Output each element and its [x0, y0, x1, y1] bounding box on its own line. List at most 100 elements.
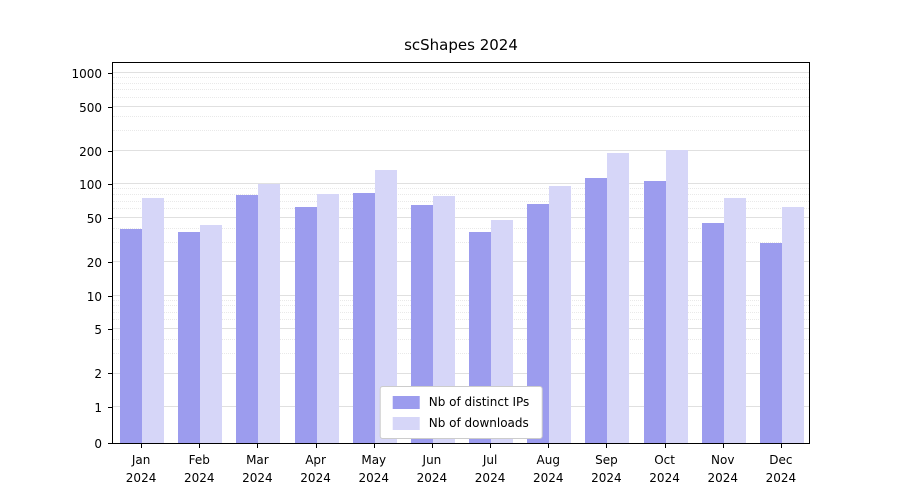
bar-distinct-ips-feb — [178, 232, 201, 443]
legend-swatch-distinct-ips — [392, 395, 420, 409]
bar-distinct-ips-oct — [643, 180, 666, 443]
bar-distinct-ips-jan — [120, 228, 143, 443]
x-tick-label-jun: Jun 2024 — [416, 453, 448, 485]
y-tick-mark-2 — [108, 373, 112, 375]
gridline-minor-9 — [113, 299, 809, 301]
gridline-minor-90 — [113, 188, 809, 190]
gridline-minor-300 — [113, 130, 809, 132]
y-tick-label-500: 500 — [79, 100, 102, 115]
gridline-minor-800 — [113, 82, 809, 84]
x-tick-mark-jun — [431, 444, 433, 448]
x-tick-mark-sep — [606, 444, 608, 448]
gridline-200 — [113, 149, 809, 151]
x-tick-mark-mar — [257, 444, 259, 448]
gridline-minor-400 — [113, 116, 809, 118]
x-tick-label-apr: Apr 2024 — [300, 453, 331, 485]
x-tick-mark-feb — [199, 444, 201, 448]
y-tick-label-100: 100 — [79, 178, 102, 193]
x-tick-label-feb: Feb 2024 — [183, 453, 215, 485]
x-tick-label-dec: Dec 2024 — [765, 453, 797, 485]
y-tick-label-0: 0 — [94, 437, 102, 451]
x-tick-label-sep: Sep 2024 — [591, 453, 622, 485]
legend-entry-downloads: Nb of downloads — [392, 416, 530, 430]
x-tick-mark-oct — [664, 444, 666, 448]
bar-downloads-may — [374, 169, 397, 443]
bar-downloads-feb — [200, 225, 223, 443]
x-tick-label-jan: Jan 2024 — [125, 453, 157, 485]
gridline-minor-80 — [113, 194, 809, 196]
y-tick-label-1000: 1000 — [71, 67, 102, 81]
y-tick-label-5: 5 — [94, 323, 102, 338]
y-tick-label-200: 200 — [79, 144, 102, 159]
x-tick-mark-dec — [780, 444, 782, 448]
gridline-minor-70 — [113, 200, 809, 202]
x-tick-label-mar: Mar 2024 — [242, 453, 273, 485]
bar-distinct-ips-mar — [236, 195, 259, 443]
bar-downloads-mar — [258, 184, 281, 443]
gridline-minor-40 — [113, 227, 809, 229]
chart-title: scShapes 2024 — [404, 36, 518, 54]
x-tick-label-jul: Jul 2024 — [474, 453, 506, 485]
gridline-100 — [113, 183, 809, 185]
gridline-minor-4 — [113, 338, 809, 340]
bar-distinct-ips-dec — [759, 242, 782, 443]
y-tick-mark-0 — [108, 443, 112, 444]
y-tick-mark-100 — [108, 184, 112, 186]
gridline-minor-7 — [113, 311, 809, 313]
bar-distinct-ips-apr — [294, 207, 317, 443]
legend-label-downloads: Nb of downloads — [428, 416, 529, 430]
y-tick-mark-500 — [108, 106, 112, 108]
gridline-10 — [113, 294, 809, 296]
x-tick-label-aug: Aug 2024 — [532, 453, 564, 485]
y-tick-mark-20 — [108, 262, 112, 264]
bar-distinct-ips-sep — [585, 177, 608, 443]
y-tick-mark-5 — [108, 329, 112, 331]
bar-distinct-ips-may — [352, 193, 375, 443]
x-tick-mark-apr — [315, 444, 317, 448]
gridline-minor-3 — [113, 352, 809, 354]
y-tick-label-1: 1 — [94, 401, 102, 415]
bar-distinct-ips-aug — [527, 203, 550, 443]
gridline-minor-30 — [113, 241, 809, 243]
gridline-5 — [113, 328, 809, 330]
y-tick-label-50: 50 — [86, 211, 102, 226]
legend-entry-distinct-ips: Nb of distinct IPs — [392, 395, 530, 409]
bar-downloads-jun — [432, 195, 455, 443]
bar-downloads-jan — [142, 198, 165, 443]
y-tick-mark-10 — [108, 295, 112, 297]
bar-distinct-ips-nov — [701, 222, 724, 443]
bar-downloads-dec — [781, 206, 804, 443]
bar-downloads-aug — [549, 185, 572, 443]
gridline-1000 — [113, 72, 809, 73]
legend: Nb of distinct IPs Nb of downloads — [379, 386, 543, 439]
x-tick-label-oct: Oct 2024 — [649, 453, 680, 485]
bar-downloads-oct — [665, 149, 688, 443]
plot-area — [112, 62, 810, 444]
gridline-50 — [113, 216, 809, 218]
gridline-minor-6 — [113, 319, 809, 321]
legend-label-distinct-ips: Nb of distinct IPs — [428, 395, 530, 409]
x-tick-label-may: May 2024 — [358, 453, 390, 485]
gridline-minor-700 — [113, 89, 809, 91]
gridline-20 — [113, 261, 809, 263]
x-tick-label-nov: Nov 2024 — [707, 453, 739, 485]
gridline-2 — [113, 372, 809, 374]
x-tick-mark-jul — [490, 444, 492, 448]
bar-downloads-nov — [723, 198, 746, 443]
gridline-minor-8 — [113, 305, 809, 307]
gridline-minor-900 — [113, 77, 809, 79]
y-tick-mark-1000 — [108, 73, 112, 74]
x-tick-mark-may — [373, 444, 375, 448]
x-tick-mark-aug — [548, 444, 550, 448]
x-tick-mark-jan — [141, 444, 143, 448]
legend-swatch-downloads — [392, 416, 420, 430]
y-tick-label-2: 2 — [94, 367, 102, 382]
y-tick-mark-50 — [108, 217, 112, 219]
y-tick-mark-200 — [108, 150, 112, 152]
gridline-500 — [113, 105, 809, 107]
y-tick-label-20: 20 — [86, 256, 102, 271]
bar-downloads-apr — [316, 193, 339, 443]
gridline-minor-600 — [113, 96, 809, 98]
x-tick-mark-nov — [722, 444, 724, 448]
